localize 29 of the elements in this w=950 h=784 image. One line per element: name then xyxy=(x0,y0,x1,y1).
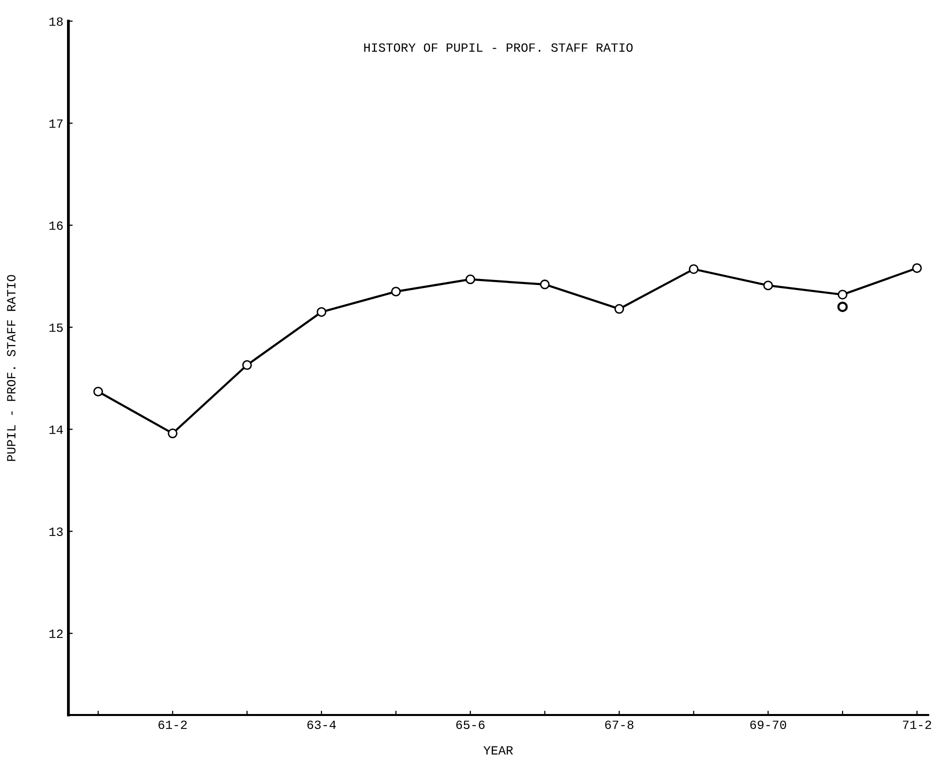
x-tick-label: 71-2 xyxy=(902,720,932,729)
x-tick-label: 67-8 xyxy=(605,720,634,730)
point xyxy=(316,307,326,317)
point xyxy=(912,263,922,273)
point xyxy=(838,290,848,300)
y-axis-title: PUPIL - PROF. STAFF RATIO xyxy=(7,274,16,461)
x-tick-label: 65-6 xyxy=(456,720,485,730)
point xyxy=(837,302,848,312)
point xyxy=(168,428,178,438)
y-tick-label: 18 xyxy=(49,17,63,26)
point xyxy=(242,360,252,370)
point xyxy=(540,280,550,290)
point xyxy=(466,274,476,284)
y-tick-label: 16 xyxy=(49,221,63,230)
y-tick-label: 14 xyxy=(49,426,63,434)
point xyxy=(614,304,624,314)
y-tick-label: 13 xyxy=(49,528,63,536)
x-tick-label: 69-70 xyxy=(750,720,786,730)
point xyxy=(763,280,773,290)
y-tick-label: 15 xyxy=(49,324,63,332)
point xyxy=(688,264,699,274)
x-tick-label: 61-2 xyxy=(158,720,187,730)
x-tick-label: 63-4 xyxy=(307,720,336,730)
point xyxy=(93,386,104,396)
point xyxy=(391,286,401,296)
text: HISTORY OF PUPIL - PROF. STAFF RATIO xyxy=(364,43,633,52)
y-tick-label: 17 xyxy=(49,120,63,128)
y-tick-label: 12 xyxy=(49,630,63,638)
x-axis-title: YEAR xyxy=(483,746,513,754)
